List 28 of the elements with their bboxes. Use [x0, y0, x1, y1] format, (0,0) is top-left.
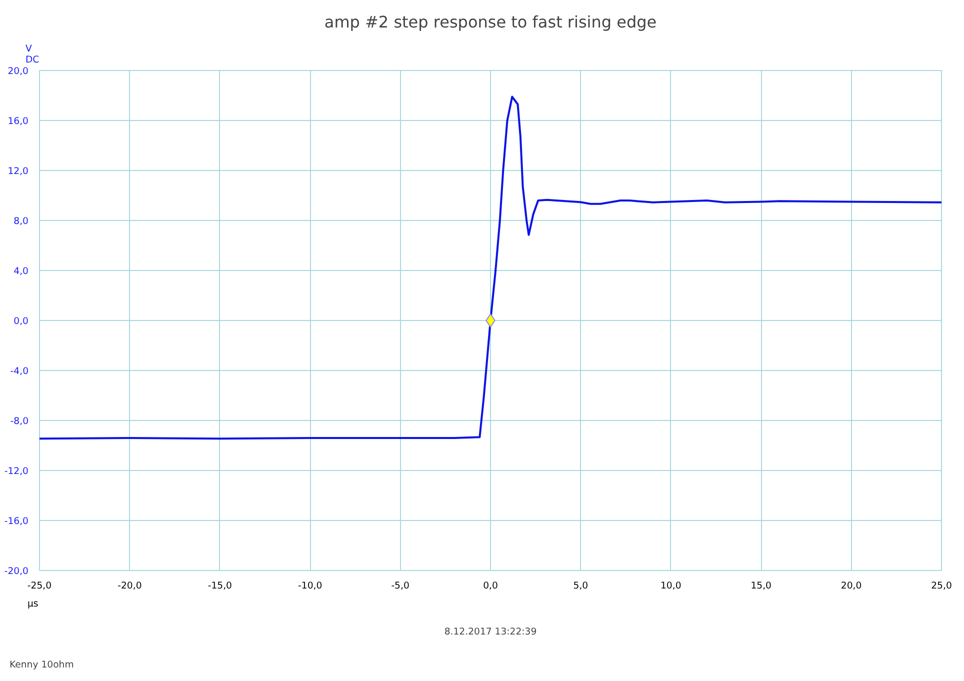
y-tick-label: -4,0 [10, 366, 29, 377]
text: 8.12.2017 13:22:39 [444, 626, 537, 638]
x-tick-label: -20,0 [118, 580, 142, 592]
x-tick-label: -25,0 [27, 580, 52, 592]
chart-title: amp #2 step response to fast rising edge [324, 12, 657, 32]
y-tick-label: 16,0 [8, 116, 29, 127]
x-tick-label: -5,0 [391, 580, 410, 592]
y-tick-label: 0,0 [14, 316, 29, 327]
x-tick-label: 15,0 [750, 580, 772, 592]
y-tick-label: 12,0 [8, 166, 29, 177]
y-tick-label: 20,0 [8, 66, 29, 77]
line-series [40, 96, 942, 440]
y-tick-label: 4,0 [14, 266, 29, 277]
y-axis-title: V DC [26, 44, 40, 66]
x-tick-label: 25,0 [931, 580, 952, 592]
x-tick-label: -15,0 [208, 580, 232, 592]
text: Kenny 10ohm [10, 660, 74, 670]
x-tick-label: 20,0 [840, 580, 862, 592]
x-tick-label: 5,0 [573, 580, 588, 592]
x-tick-label: 0,0 [483, 580, 498, 592]
y-tick-label: -20,0 [4, 566, 29, 577]
x-tick-label: -10,0 [298, 580, 322, 592]
y-tick-label: -12,0 [4, 466, 29, 477]
y-tick-label: -16,0 [4, 516, 29, 527]
y-tick-label: 8,0 [14, 216, 29, 227]
x-axis-title: µs [28, 598, 38, 610]
x-tick-label: 10,0 [660, 580, 682, 592]
y-tick-label: -8,0 [10, 416, 29, 427]
